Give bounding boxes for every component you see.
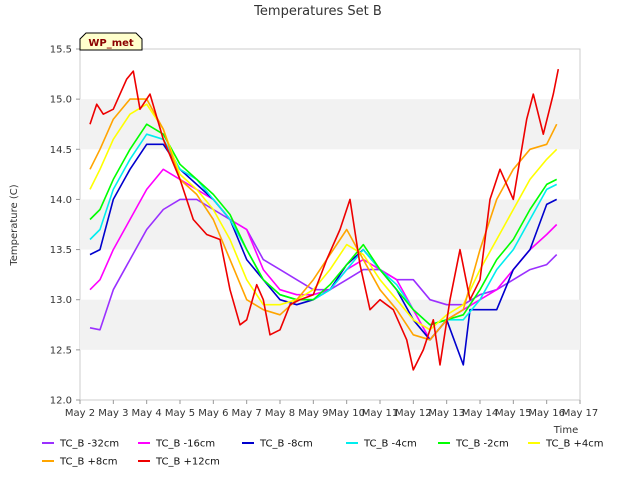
x-tick-label: May 3 — [98, 408, 128, 419]
legend-entry: TC_B -32cm — [59, 439, 119, 450]
x-tick-label: May 7 — [232, 408, 262, 419]
badge-text: WP_met — [88, 38, 134, 49]
y-tick-label: 12.5 — [50, 345, 72, 356]
legend: TC_B -32cm TC_B -16cm TC_B -8cm TC_B -4cm TC… — [42, 439, 604, 468]
y-axis: 12.0 12.5 13.0 13.5 14.0 14.5 15.0 15.5 — [50, 45, 80, 407]
series-line-7 — [89, 68, 560, 371]
x-tick-label: May 2 — [65, 408, 95, 419]
series-layer — [89, 68, 560, 371]
y-axis-label: Temperature (C) — [9, 184, 20, 266]
x-tick-label: May 8 — [265, 408, 295, 419]
chart-title: Temperatures Set B — [253, 4, 382, 19]
y-tick-label: 14.5 — [50, 145, 72, 156]
legend-entry: TC_B +8cm — [59, 457, 118, 468]
y-tick-label: 14.0 — [50, 195, 72, 206]
legend-entry: TC_B -2cm — [455, 439, 509, 450]
legend-entry: TC_B +12cm — [155, 457, 220, 468]
y-tick-label: 13.5 — [50, 245, 72, 256]
grid-band — [80, 99, 580, 150]
x-axis: May 2 May 3 May 4 May 5 May 6 May 7 May 8 May 9… — [65, 400, 598, 419]
x-tick-label: May 14 — [462, 408, 499, 419]
x-tick-label: May 4 — [132, 408, 162, 419]
legend-entry: TC_B -8cm — [259, 439, 313, 450]
legend-entry: TC_B -16cm — [155, 439, 215, 450]
x-tick-label: May 17 — [562, 408, 599, 419]
y-tick-label: 15.0 — [50, 95, 72, 106]
x-tick-label: May 5 — [165, 408, 195, 419]
x-tick-label: May 9 — [298, 408, 328, 419]
grid-bands — [80, 99, 580, 350]
grid-band — [80, 299, 580, 350]
y-tick-label: 15.5 — [50, 45, 72, 56]
x-tick-label: May 10 — [328, 408, 365, 419]
x-tick-label: May 13 — [428, 408, 465, 419]
x-axis-label: Time — [553, 425, 578, 436]
legend-entry: TC_B +4cm — [545, 439, 604, 450]
site-badge: WP_met — [79, 32, 143, 51]
x-tick-label: May 12 — [395, 408, 432, 419]
y-tick-label: 13.0 — [50, 295, 72, 306]
series-line-3 — [89, 133, 558, 326]
series-line-6 — [89, 98, 558, 341]
plot-area — [79, 48, 581, 401]
x-tick-label: May 16 — [528, 408, 565, 419]
badge-shape — [79, 32, 143, 51]
x-tick-label: May 6 — [198, 408, 228, 419]
x-tick-label: May 11 — [362, 408, 399, 419]
grid-band — [80, 199, 580, 250]
legend-entry: TC_B -4cm — [363, 439, 417, 450]
y-tick-label: 12.0 — [50, 396, 72, 407]
x-tick-label: May 15 — [495, 408, 532, 419]
